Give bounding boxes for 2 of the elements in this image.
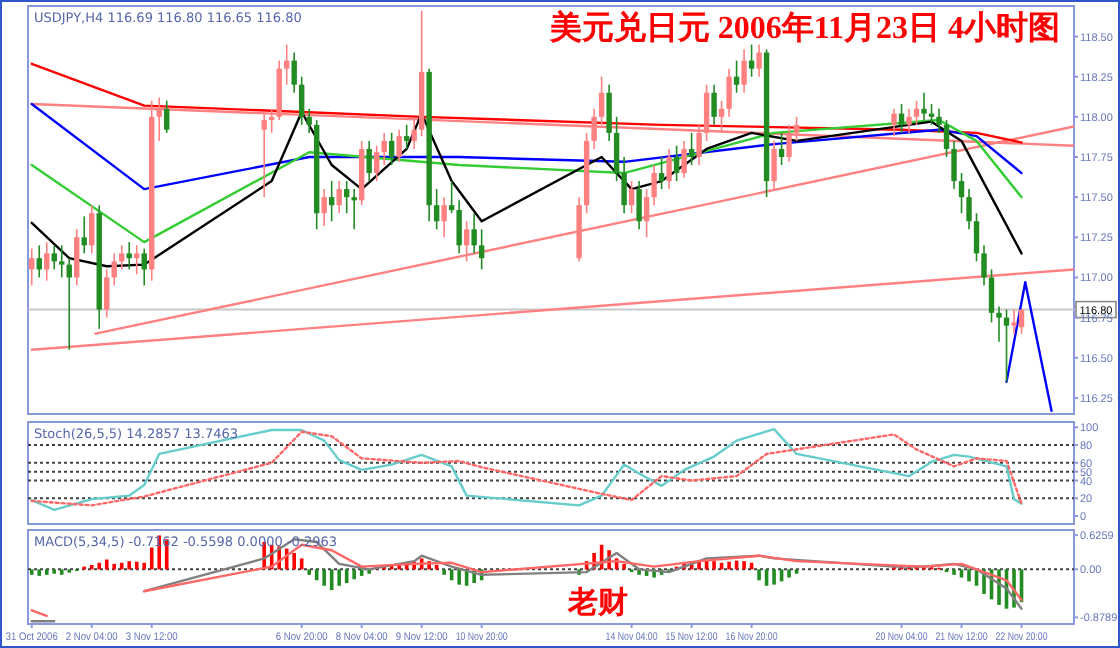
- chart-title: 美元兑日元 2006年11月23日 4小时图: [547, 8, 1060, 46]
- annotation: 老财: [566, 586, 628, 620]
